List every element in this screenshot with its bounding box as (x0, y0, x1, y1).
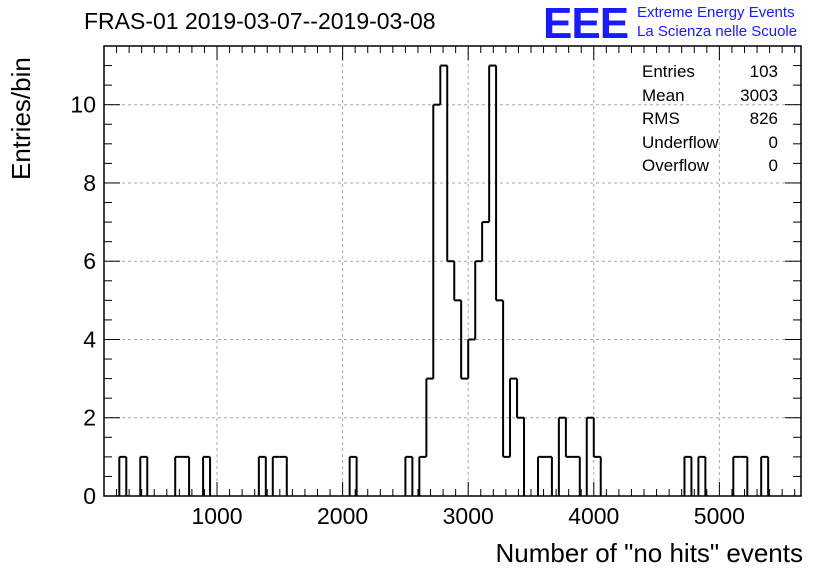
stat-label: Underflow (642, 132, 719, 152)
x-tick-label: 1000 (191, 503, 242, 529)
y-tick-label: 4 (83, 326, 96, 352)
x-tick-label: 5000 (694, 503, 745, 529)
plot-frame (103, 45, 802, 497)
stat-row-rms: RMS 826 (642, 107, 778, 131)
stat-value: 0 (768, 132, 778, 152)
stat-value: 0 (768, 156, 778, 175)
stat-label: Overflow (642, 156, 710, 175)
y-tick-label: 10 (70, 92, 96, 118)
stats-box: Entries 103 Mean 3003 RMS 826 Underflow … (642, 60, 778, 178)
y-tick-label: 8 (83, 170, 96, 196)
x-tick-label: 4000 (568, 503, 619, 529)
eee-logo: EEE (543, 0, 629, 48)
logo-caption: Extreme Energy Events La Scienza nelle S… (637, 3, 797, 41)
x-tick-label: 3000 (443, 503, 494, 529)
logo-line-1: Extreme Energy Events (637, 4, 795, 21)
stat-value: 103 (749, 62, 778, 81)
stat-row-mean: Mean 3003 (642, 84, 778, 108)
stat-value: 3003 (740, 85, 778, 105)
x-axis-label: Number of "no hits" events (495, 538, 804, 568)
stat-label: Mean (642, 85, 685, 105)
y-tick-label: 2 (83, 405, 96, 431)
y-tick-label: 0 (83, 483, 96, 509)
stat-label: Entries (642, 62, 695, 81)
stat-label: RMS (642, 109, 680, 128)
x-tick-label: 2000 (317, 503, 368, 529)
stat-row-underflow: Underflow 0 (642, 131, 778, 155)
stat-row-entries: Entries 103 (642, 60, 778, 84)
stat-row-overflow: Overflow 0 (642, 154, 778, 178)
logo-line-2: La Scienza nelle Scuole (637, 23, 798, 40)
stat-value: 826 (749, 109, 778, 128)
y-tick-label: 6 (83, 248, 96, 274)
chart-title: FRAS-01 2019-03-07--2019-03-08 (84, 8, 436, 34)
y-axis-label: Entries/bin (6, 57, 36, 180)
